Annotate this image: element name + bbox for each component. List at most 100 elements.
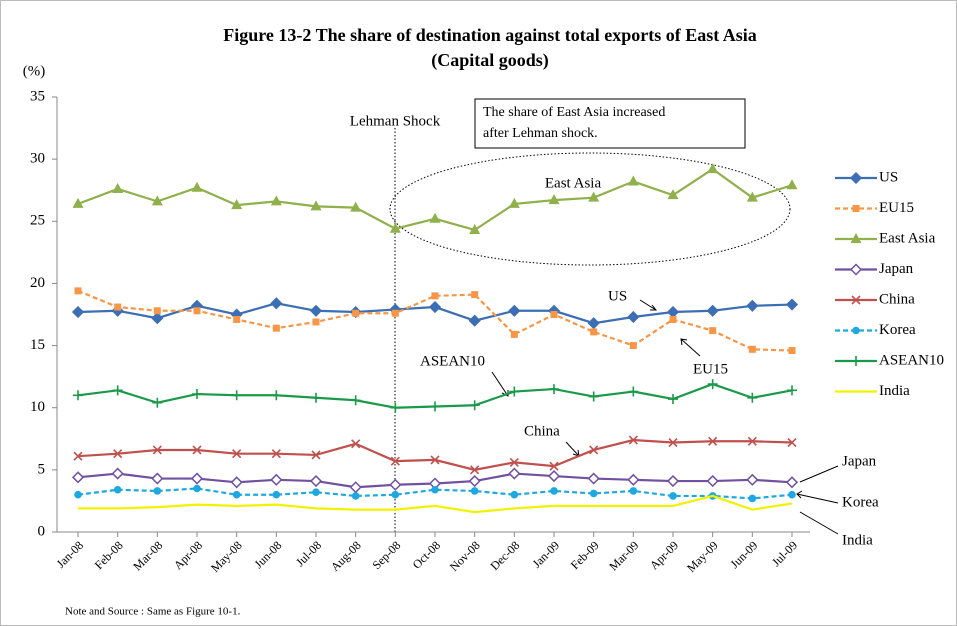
data-point <box>73 390 83 401</box>
data-point <box>747 436 757 446</box>
chart-title: Figure 13-2 The share of destination aga… <box>223 25 757 45</box>
data-point <box>112 182 124 193</box>
data-point <box>430 455 440 465</box>
y-tick-label: 0 <box>38 523 46 539</box>
data-point <box>587 472 600 485</box>
data-point <box>389 478 402 491</box>
data-point <box>311 450 321 460</box>
data-point <box>190 472 204 485</box>
legend-label: Korea <box>879 322 916 338</box>
annotation: US <box>608 288 627 304</box>
data-point <box>71 471 85 484</box>
data-point <box>151 472 164 485</box>
legend-label: East Asia <box>879 230 936 246</box>
data-point <box>668 394 678 405</box>
note: Note and Source : Same as Figure 10-1. <box>65 606 241 618</box>
legend-marker <box>852 326 860 335</box>
data-point <box>352 309 360 317</box>
data-point <box>391 309 399 317</box>
data-point <box>547 470 561 483</box>
annotation: Lehman Shock <box>350 113 441 129</box>
data-point <box>510 330 518 338</box>
data-point <box>706 474 719 488</box>
annotation: India <box>842 532 873 548</box>
legend-marker <box>851 295 861 305</box>
data-point <box>193 484 201 493</box>
data-point <box>787 437 797 448</box>
data-point <box>785 298 799 311</box>
annotation: China <box>524 423 560 439</box>
data-point <box>73 451 83 461</box>
data-point <box>270 473 283 486</box>
legend-marker <box>851 356 861 366</box>
data-point <box>468 474 481 488</box>
data-point <box>666 474 680 488</box>
data-point <box>746 191 758 202</box>
data-point <box>151 312 164 325</box>
y-tick-label: 30 <box>30 151 45 167</box>
data-point <box>628 386 639 397</box>
data-point <box>627 175 639 186</box>
data-point <box>151 195 163 206</box>
annotation-box-text: The share of East Asia increased <box>483 105 665 120</box>
legend-label: EU15 <box>879 200 914 216</box>
data-point <box>72 197 84 208</box>
data-point <box>351 492 360 500</box>
data-point <box>192 445 202 455</box>
annotation-box-text: after Lehman shock. <box>483 126 598 141</box>
annotation-box <box>474 98 746 149</box>
data-point <box>272 324 280 332</box>
legend-label: India <box>879 383 910 399</box>
data-point <box>788 490 796 499</box>
data-point <box>74 287 82 295</box>
legend-label: Japan <box>879 261 914 277</box>
data-point <box>589 489 598 498</box>
data-point <box>271 449 281 459</box>
y-tick-label: 25 <box>30 213 45 229</box>
data-point <box>152 397 163 408</box>
data-point <box>550 487 558 495</box>
data-point <box>272 490 281 499</box>
data-point <box>508 304 521 317</box>
data-point <box>707 379 718 390</box>
data-point <box>706 304 719 317</box>
data-point <box>590 328 598 336</box>
data-point <box>549 384 559 395</box>
data-point <box>628 435 638 445</box>
annotation: Japan <box>842 453 877 469</box>
legend-marker <box>849 171 863 185</box>
data-point <box>748 494 757 503</box>
data-point <box>788 347 796 355</box>
data-point <box>153 307 161 315</box>
data-point <box>390 402 401 413</box>
data-point <box>708 436 718 446</box>
annotation: EU15 <box>693 361 728 377</box>
data-point <box>787 385 797 396</box>
data-point <box>270 195 282 206</box>
data-point <box>629 487 638 495</box>
y-tick-label: 15 <box>30 337 45 353</box>
data-point <box>667 189 679 200</box>
data-point <box>351 439 361 449</box>
chart-subtitle: (Capital goods) <box>431 50 549 71</box>
data-point <box>192 389 202 400</box>
data-point <box>350 395 361 406</box>
data-point <box>746 473 759 486</box>
data-point <box>113 485 122 494</box>
data-point <box>270 297 283 310</box>
y-tick-label: 20 <box>30 275 45 291</box>
data-point <box>509 386 520 397</box>
data-point <box>428 300 442 314</box>
annotation: Korea <box>842 494 879 510</box>
data-point <box>509 457 519 467</box>
data-point <box>589 445 599 455</box>
data-point <box>233 315 241 323</box>
data-point <box>193 307 201 315</box>
data-point <box>431 485 439 494</box>
data-point <box>71 305 85 319</box>
data-point <box>748 345 756 353</box>
data-point <box>669 492 677 500</box>
data-point <box>508 197 520 208</box>
data-point <box>113 449 123 459</box>
y-tick-label: 5 <box>38 461 46 477</box>
